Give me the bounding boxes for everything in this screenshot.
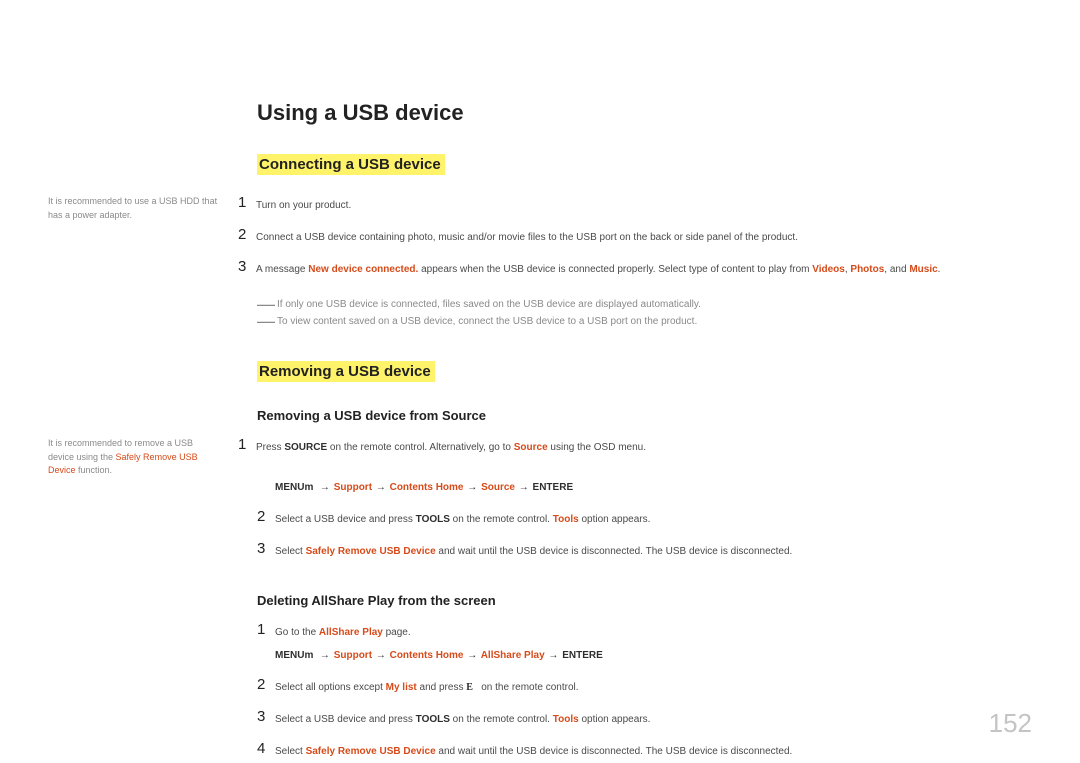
step-number: 2 — [257, 677, 275, 694]
manual-page: Using a USB device Connecting a USB devi… — [0, 0, 1080, 763]
step-row: 1 Go to the AllShare Play page. — [257, 622, 1032, 640]
note-text: If only one USB device is connected, fil… — [277, 299, 701, 310]
step-text: Go to the AllShare Play page. — [275, 622, 411, 640]
step-number: 2 — [238, 227, 256, 244]
note-line: ― If only one USB device is connected, f… — [257, 299, 1032, 310]
step-text: Select all options except My list and pr… — [275, 677, 579, 695]
step-text: Select a USB device and press TOOLS on t… — [275, 509, 650, 527]
note-text: To view content saved on a USB device, c… — [277, 316, 697, 327]
step-row: 4 Select Safely Remove USB Device and wa… — [257, 741, 1032, 759]
step-text: Select Safely Remove USB Device and wait… — [275, 541, 792, 559]
step-text: Turn on your product. — [256, 195, 351, 213]
step-row: 3 Select Safely Remove USB Device and wa… — [257, 541, 1032, 559]
step-number: 4 — [257, 741, 275, 758]
step-text: Connect a USB device containing photo, m… — [256, 227, 798, 245]
step-text: Select Safely Remove USB Device and wait… — [275, 741, 792, 759]
side-note-remove: It is recommended to remove a USB device… — [48, 437, 238, 478]
step-row: 1 Turn on your product. — [238, 195, 1032, 213]
step-number: 3 — [257, 709, 275, 726]
step-number: 1 — [238, 437, 256, 454]
step-number: 1 — [238, 195, 256, 212]
section-removing: Removing a USB device Removing a USB dev… — [48, 361, 1032, 759]
step-row: 2 Connect a USB device containing photo,… — [238, 227, 1032, 245]
page-number: 152 — [989, 708, 1032, 739]
section-heading-removing: Removing a USB device — [257, 361, 435, 382]
note-line: ― To view content saved on a USB device,… — [257, 316, 1032, 327]
section-heading-connecting: Connecting a USB device — [257, 154, 445, 175]
sub-heading-from-source: Removing a USB device from Source — [257, 408, 1032, 423]
step-text: A message New device connected. appears … — [256, 259, 940, 277]
step-text: Select a USB device and press TOOLS on t… — [275, 709, 650, 727]
sub-heading-allshare: Deleting AllShare Play from the screen — [257, 593, 1032, 608]
step-number: 2 — [257, 509, 275, 526]
step-number: 3 — [257, 541, 275, 558]
step-number: 3 — [238, 259, 256, 276]
page-title: Using a USB device — [257, 100, 1032, 126]
step-row: 3 Select a USB device and press TOOLS on… — [257, 709, 1032, 727]
step-row: 1 Press SOURCE on the remote control. Al… — [238, 437, 1032, 455]
note-dash-icon: ― — [257, 299, 277, 310]
step-row: 3 A message New device connected. appear… — [238, 259, 1032, 277]
section-connecting: Connecting a USB device It is recommende… — [48, 154, 1032, 327]
step-row: 2 Select a USB device and press TOOLS on… — [257, 509, 1032, 527]
side-note-hdd: It is recommended to use a USB HDD that … — [48, 195, 238, 222]
menu-path: MENUm → Support → Contents Home → Source… — [275, 482, 1032, 493]
step-text: Press SOURCE on the remote control. Alte… — [256, 437, 646, 455]
step-row: 2 Select all options except My list and … — [257, 677, 1032, 695]
note-dash-icon: ― — [257, 316, 277, 327]
step-number: 1 — [257, 622, 275, 639]
menu-path: MENUm → Support → Contents Home → AllSha… — [275, 650, 1032, 661]
